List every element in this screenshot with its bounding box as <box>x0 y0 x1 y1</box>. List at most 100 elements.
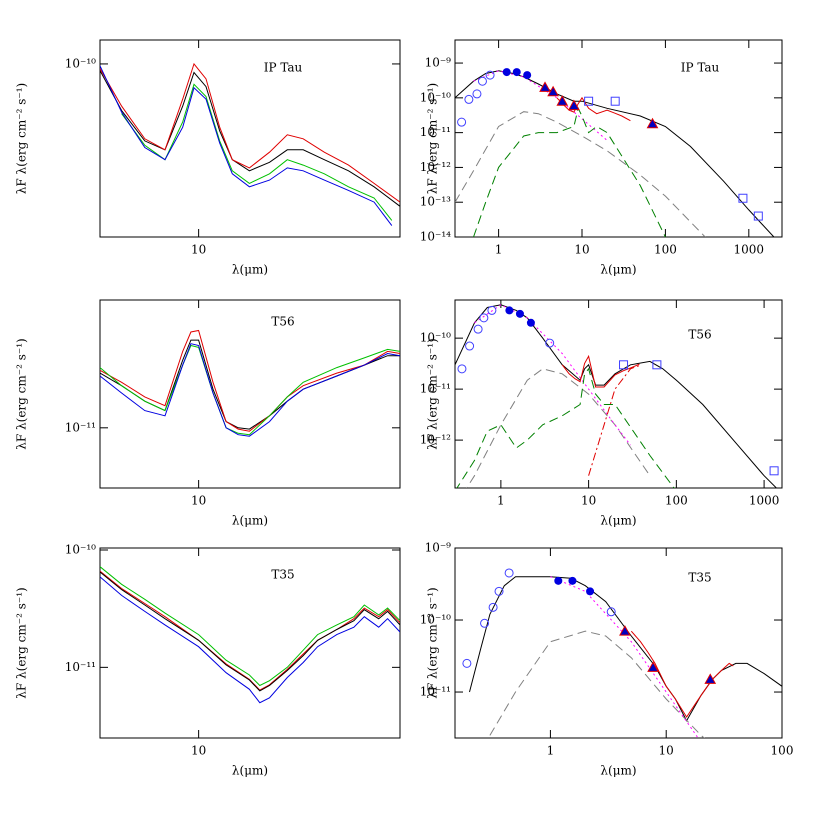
plot-frame <box>99 299 401 489</box>
y-tick-label: 10⁻¹² <box>420 433 451 447</box>
panel-title: T35 <box>271 568 294 582</box>
plot-area <box>100 566 400 704</box>
data-line <box>473 70 608 141</box>
panel: 1 10 100 1000 10⁻¹⁰ 10⁻¹¹ 10⁻¹² λ(μm) λF λ(erg c… <box>420 299 783 528</box>
y-tick-label: 10⁻¹¹ <box>420 125 451 139</box>
data-line <box>100 65 393 226</box>
y-tick-label: 10⁻¹⁰ <box>420 331 451 345</box>
y-tick-label: 10⁻¹¹ <box>65 420 96 434</box>
x-tick-label: 10 <box>191 494 206 508</box>
data-point <box>472 89 482 99</box>
x-tick-label: 100 <box>654 243 677 257</box>
panel-title: IP Tau <box>681 61 720 75</box>
data-point <box>753 211 763 221</box>
data-line <box>100 343 400 437</box>
y-tick-label: 10⁻⁹ <box>425 56 452 70</box>
plot-area <box>455 70 775 237</box>
x-tick-label: 100 <box>771 744 794 758</box>
y-axis-label: λF λ(erg cm⁻² s⁻¹) <box>15 338 29 449</box>
data-line <box>100 339 400 430</box>
data-point <box>738 193 748 203</box>
x-tick-label: 10 <box>191 744 206 758</box>
plot-frame <box>454 299 783 489</box>
x-tick-label: 10 <box>659 744 674 758</box>
plot-frame <box>454 39 783 238</box>
data-point <box>769 466 779 476</box>
y-axis-label: λF λ(erg cm⁻² s⁻¹) <box>426 83 440 194</box>
y-tick-label: 10⁻¹⁰ <box>420 90 451 104</box>
panel: 1 10 100 10⁻⁹ 10⁻¹⁰ 10⁻¹¹ λ(μm) λF λ(erg cm⁻² s… <box>420 541 794 778</box>
data-point <box>539 81 551 92</box>
panel-title: IP Tau <box>264 61 303 75</box>
panel: 10 10⁻¹⁰ λ(μm) λF λ(erg cm⁻² s⁻¹) IP Tau <box>15 39 401 277</box>
data-point <box>505 306 514 315</box>
data-line <box>100 329 400 432</box>
plot-area <box>455 304 778 488</box>
data-point <box>457 117 467 127</box>
y-tick-label: 10⁻¹⁴ <box>420 230 451 244</box>
x-tick-label: 1000 <box>749 494 780 508</box>
data-line <box>100 571 400 692</box>
x-axis-label: λ(μm) <box>600 263 636 277</box>
y-tick-label: 10⁻¹¹ <box>65 660 96 674</box>
data-point <box>504 568 514 578</box>
x-axis-label: λ(μm) <box>232 514 268 528</box>
x-tick-label: 1 <box>497 494 505 508</box>
data-point <box>512 68 521 77</box>
plot-area <box>100 62 400 226</box>
panel-title: T35 <box>688 571 711 585</box>
x-tick-label: 1000 <box>734 243 765 257</box>
y-tick-label: 10⁻⁹ <box>425 541 452 555</box>
data-point <box>556 95 569 106</box>
plot-area <box>469 576 782 738</box>
x-tick-label: 10 <box>191 243 206 257</box>
y-tick-label: 10⁻¹⁰ <box>420 613 451 627</box>
data-point <box>568 576 577 585</box>
panel: 1 10 100 1000 10⁻⁹ 10⁻¹⁰ 10⁻¹¹ 10⁻¹² 10⁻¹³ 10⁻¹⁴ λ… <box>420 39 783 277</box>
data-point <box>502 68 511 77</box>
data-point <box>606 607 616 617</box>
x-tick-label: 1 <box>495 243 503 257</box>
x-axis-label: λ(μm) <box>232 263 268 277</box>
y-tick-label: 10⁻¹⁰ <box>65 542 96 556</box>
data-point <box>547 85 559 97</box>
data-point <box>584 96 594 106</box>
x-tick-label: 1 <box>547 744 555 758</box>
data-point <box>488 602 498 612</box>
x-axis-label: λ(μm) <box>232 764 268 778</box>
data-line <box>456 367 675 488</box>
data-point <box>568 99 580 111</box>
data-line <box>550 576 699 738</box>
data-line <box>473 106 666 237</box>
data-line <box>455 304 778 488</box>
data-point <box>473 324 483 334</box>
panel-title: T56 <box>271 315 294 329</box>
data-point <box>479 313 489 323</box>
plot-area <box>100 329 400 437</box>
panel: 10 10⁻¹⁰ 10⁻¹¹ λ(μm) λF λ(erg cm⁻² s⁻¹) T35 <box>15 542 401 778</box>
data-point <box>619 360 629 370</box>
data-point <box>487 305 497 315</box>
data-point <box>515 309 524 318</box>
y-tick-label: 10⁻¹⁰ <box>65 56 96 70</box>
x-tick-label: 10 <box>581 494 596 508</box>
data-point <box>477 76 487 86</box>
plot-frame <box>454 547 783 739</box>
data-line <box>561 354 640 388</box>
data-point <box>465 341 475 351</box>
data-point <box>494 586 504 596</box>
panel-title: T56 <box>688 328 711 342</box>
x-axis-label: λ(μm) <box>600 514 636 528</box>
data-line <box>100 566 400 687</box>
y-axis-label: λF λ(erg cm⁻² s⁻¹) <box>426 338 440 449</box>
y-tick-label: 10⁻¹³ <box>420 195 451 209</box>
data-point <box>523 71 532 80</box>
data-point <box>485 70 495 80</box>
data-line <box>466 368 651 488</box>
data-point <box>526 318 535 327</box>
y-tick-label: 10⁻¹¹ <box>420 685 451 699</box>
data-point <box>619 625 631 636</box>
data-point <box>647 661 659 672</box>
data-line <box>630 630 734 718</box>
